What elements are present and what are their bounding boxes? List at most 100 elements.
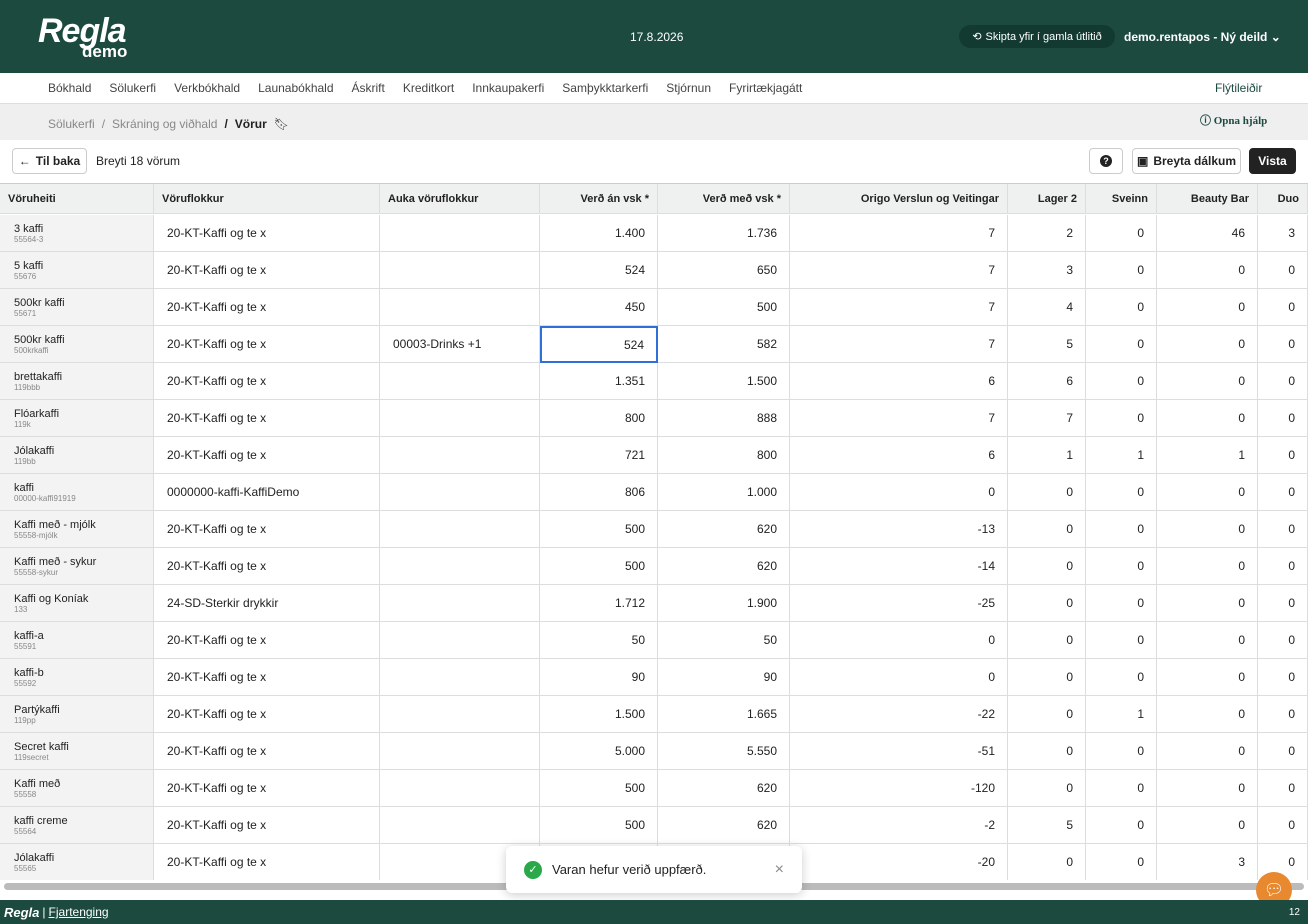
table-cell[interactable]: 0 — [790, 622, 1008, 659]
nav-item[interactable]: Verkbókhald — [174, 81, 241, 95]
table-cell[interactable]: 806 — [540, 474, 658, 511]
table-cell[interactable]: 0 — [1086, 474, 1157, 511]
table-cell[interactable]: 0 — [1157, 696, 1258, 733]
table-cell[interactable] — [380, 548, 540, 585]
table-cell[interactable]: 3 — [1008, 252, 1086, 289]
table-cell[interactable]: 0 — [1008, 733, 1086, 770]
table-cell[interactable]: 2 — [1008, 215, 1086, 252]
columns-button[interactable]: ▣ Breyta dálkum — [1132, 148, 1241, 174]
table-cell[interactable]: 0 — [1008, 659, 1086, 696]
crumb[interactable]: Skráning og viðhald — [112, 117, 218, 131]
table-cell[interactable]: 20-KT-Kaffi og te x — [154, 844, 380, 880]
table-cell[interactable]: 20-KT-Kaffi og te x — [154, 326, 380, 363]
table-cell[interactable]: 1.665 — [658, 696, 790, 733]
user-menu[interactable]: demo.rentapos - Ný deild ⌄ — [1124, 30, 1281, 44]
help-link[interactable]: ⓘ Opna hjálp — [1200, 115, 1268, 127]
table-cell[interactable] — [380, 252, 540, 289]
table-cell[interactable]: 0 — [1086, 252, 1157, 289]
table-cell[interactable]: 1.736 — [658, 215, 790, 252]
table-cell[interactable] — [380, 622, 540, 659]
table-cell[interactable]: 0 — [1258, 474, 1308, 511]
table-cell[interactable]: 7 — [790, 400, 1008, 437]
table-cell[interactable]: 0 — [1157, 363, 1258, 400]
table-cell[interactable]: 0 — [1086, 363, 1157, 400]
table-cell[interactable]: 800 — [540, 400, 658, 437]
table-cell[interactable]: 5 — [1008, 807, 1086, 844]
table-cell[interactable]: 7 — [790, 289, 1008, 326]
table-cell[interactable]: 0 — [1008, 511, 1086, 548]
nav-item[interactable]: Áskrift — [351, 81, 385, 95]
table-cell[interactable]: 0 — [1008, 548, 1086, 585]
table-cell[interactable]: 0 — [1086, 511, 1157, 548]
table-cell[interactable]: 620 — [658, 548, 790, 585]
table-cell[interactable]: 20-KT-Kaffi og te x — [154, 437, 380, 474]
toast-close[interactable]: × — [774, 860, 784, 878]
table-cell[interactable]: 888 — [658, 400, 790, 437]
table-cell[interactable]: 20-KT-Kaffi og te x — [154, 733, 380, 770]
table-cell[interactable] — [380, 696, 540, 733]
table-cell[interactable]: 582 — [658, 326, 790, 363]
table-cell[interactable]: 0 — [1258, 585, 1308, 622]
table-cell[interactable]: 0 — [1258, 696, 1308, 733]
table-cell[interactable]: 0 — [790, 659, 1008, 696]
back-button[interactable]: ← Til baka — [12, 148, 87, 174]
table-cell[interactable]: -2 — [790, 807, 1008, 844]
table-cell[interactable]: 0 — [1157, 659, 1258, 696]
table-cell[interactable]: 0 — [1258, 437, 1308, 474]
table-cell[interactable]: -20 — [790, 844, 1008, 880]
nav-item[interactable]: Stjórnun — [666, 81, 711, 95]
table-cell[interactable]: 620 — [658, 807, 790, 844]
table-cell[interactable]: 0 — [1157, 585, 1258, 622]
table-cell[interactable]: 0 — [1157, 770, 1258, 807]
table-cell[interactable]: 500 — [540, 770, 658, 807]
table-cell[interactable]: 3 — [1157, 844, 1258, 880]
table-cell[interactable]: 20-KT-Kaffi og te x — [154, 400, 380, 437]
table-cell[interactable]: 524 — [540, 252, 658, 289]
table-cell[interactable]: 50 — [658, 622, 790, 659]
table-cell[interactable] — [380, 437, 540, 474]
table-cell[interactable]: 0 — [1008, 844, 1086, 880]
table-cell[interactable]: 5.550 — [658, 733, 790, 770]
table-cell[interactable]: 90 — [658, 659, 790, 696]
table-cell[interactable]: 0 — [1157, 252, 1258, 289]
table-cell[interactable]: 1.500 — [658, 363, 790, 400]
table-cell[interactable]: 1 — [1086, 437, 1157, 474]
table-cell[interactable]: 00003-Drinks +1 — [380, 326, 540, 363]
crumb[interactable]: Sölukerfi — [48, 117, 95, 131]
table-cell[interactable]: 0 — [1157, 548, 1258, 585]
table-cell[interactable]: -13 — [790, 511, 1008, 548]
table-cell[interactable]: 0 — [1258, 548, 1308, 585]
table-cell[interactable]: 0 — [1008, 770, 1086, 807]
table-cell[interactable]: 20-KT-Kaffi og te x — [154, 511, 380, 548]
table-cell[interactable]: 0 — [1157, 400, 1258, 437]
table-cell[interactable]: 20-KT-Kaffi og te x — [154, 252, 380, 289]
table-cell[interactable]: 0 — [1086, 659, 1157, 696]
table-cell[interactable]: 7 — [1008, 400, 1086, 437]
table-cell[interactable]: 20-KT-Kaffi og te x — [154, 215, 380, 252]
table-cell[interactable]: 7 — [790, 215, 1008, 252]
table-cell[interactable]: 450 — [540, 289, 658, 326]
table-cell[interactable]: 6 — [790, 363, 1008, 400]
table-cell[interactable]: 500 — [540, 807, 658, 844]
table-cell[interactable]: 0 — [1008, 585, 1086, 622]
table-cell[interactable]: 1.351 — [540, 363, 658, 400]
nav-item[interactable]: Sölukerfi — [109, 81, 157, 95]
table-cell[interactable]: -22 — [790, 696, 1008, 733]
shortcuts[interactable]: Flýtileiðir — [1215, 81, 1263, 95]
table-cell[interactable]: 6 — [1008, 363, 1086, 400]
footer-link[interactable]: Fjartenging — [48, 905, 109, 919]
table-cell[interactable]: 0 — [1157, 733, 1258, 770]
table-cell[interactable]: 0 — [1086, 844, 1157, 880]
table-cell[interactable]: 90 — [540, 659, 658, 696]
table-cell[interactable]: 20-KT-Kaffi og te x — [154, 696, 380, 733]
table-cell[interactable]: -120 — [790, 770, 1008, 807]
nav-item[interactable]: Kreditkort — [402, 81, 455, 95]
table-cell[interactable]: 620 — [658, 511, 790, 548]
table-cell[interactable]: 0 — [1086, 770, 1157, 807]
nav-item[interactable]: Samþykktarkerfi — [562, 81, 649, 95]
table-cell[interactable] — [380, 733, 540, 770]
table-cell[interactable] — [380, 400, 540, 437]
table-cell[interactable]: 0 — [1086, 622, 1157, 659]
table-cell[interactable]: 1.000 — [658, 474, 790, 511]
table-cell[interactable]: 0 — [1086, 289, 1157, 326]
